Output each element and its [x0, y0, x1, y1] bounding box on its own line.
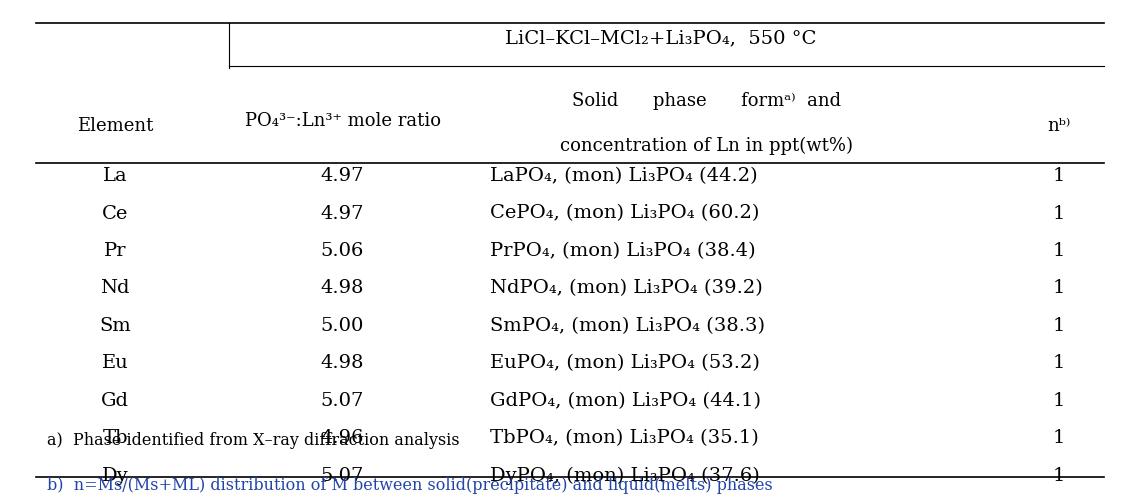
- Text: Gd: Gd: [101, 391, 129, 409]
- Text: DyPO₄, (mon) Li₃PO₄ (37.6): DyPO₄, (mon) Li₃PO₄ (37.6): [490, 465, 760, 484]
- Text: 1: 1: [1053, 241, 1065, 260]
- Text: 1: 1: [1053, 466, 1065, 483]
- Text: 5.07: 5.07: [320, 391, 365, 409]
- Text: 5.06: 5.06: [320, 241, 365, 260]
- Text: 4.98: 4.98: [320, 279, 365, 297]
- Text: nᵇ⁾: nᵇ⁾: [1048, 117, 1070, 135]
- Text: Eu: Eu: [101, 354, 129, 372]
- Text: Dy: Dy: [101, 466, 129, 483]
- Text: a)  Phase identified from X–ray diffraction analysis: a) Phase identified from X–ray diffracti…: [47, 431, 459, 448]
- Text: LiCl–KCl–MCl₂+Li₃PO₄,  550 °C: LiCl–KCl–MCl₂+Li₃PO₄, 550 °C: [505, 30, 816, 48]
- Text: LaPO₄, (mon) Li₃PO₄ (44.2): LaPO₄, (mon) Li₃PO₄ (44.2): [490, 167, 758, 185]
- Text: PrPO₄, (mon) Li₃PO₄ (38.4): PrPO₄, (mon) Li₃PO₄ (38.4): [490, 241, 756, 260]
- Text: 5.07: 5.07: [320, 466, 365, 483]
- Text: GdPO₄, (mon) Li₃PO₄ (44.1): GdPO₄, (mon) Li₃PO₄ (44.1): [490, 391, 762, 409]
- Text: Ce: Ce: [101, 204, 129, 222]
- Text: 1: 1: [1053, 316, 1065, 334]
- Text: CePO₄, (mon) Li₃PO₄ (60.2): CePO₄, (mon) Li₃PO₄ (60.2): [490, 204, 759, 222]
- Text: 1: 1: [1053, 354, 1065, 372]
- Text: Pr: Pr: [104, 241, 127, 260]
- Text: Tb: Tb: [103, 428, 128, 446]
- Text: Solid      phase      formᵃ⁾  and: Solid phase formᵃ⁾ and: [572, 92, 841, 110]
- Text: 4.98: 4.98: [320, 354, 365, 372]
- Text: b)  n=Ms/(Ms+ML) distribution of M between solid(precipitate) and liquid(melts) : b) n=Ms/(Ms+ML) distribution of M betwee…: [47, 476, 773, 493]
- Text: 1: 1: [1053, 279, 1065, 297]
- Text: 1: 1: [1053, 167, 1065, 185]
- Text: La: La: [103, 167, 128, 185]
- Text: 1: 1: [1053, 391, 1065, 409]
- Text: 5.00: 5.00: [320, 316, 365, 334]
- Text: 4.97: 4.97: [320, 204, 365, 222]
- Text: Nd: Nd: [100, 279, 130, 297]
- Text: concentration of Ln in ppt(wt%): concentration of Ln in ppt(wt%): [560, 137, 853, 155]
- Text: 4.96: 4.96: [320, 428, 365, 446]
- Text: NdPO₄, (mon) Li₃PO₄ (39.2): NdPO₄, (mon) Li₃PO₄ (39.2): [490, 279, 763, 297]
- Text: PO₄³⁻:Ln³⁺ mole ratio: PO₄³⁻:Ln³⁺ mole ratio: [245, 112, 440, 130]
- Text: TbPO₄, (mon) Li₃PO₄ (35.1): TbPO₄, (mon) Li₃PO₄ (35.1): [490, 428, 759, 446]
- Text: Element: Element: [76, 117, 153, 135]
- Text: SmPO₄, (mon) Li₃PO₄ (38.3): SmPO₄, (mon) Li₃PO₄ (38.3): [490, 316, 765, 334]
- Text: 1: 1: [1053, 204, 1065, 222]
- Text: Sm: Sm: [99, 316, 131, 334]
- Text: 1: 1: [1053, 428, 1065, 446]
- Text: 4.97: 4.97: [320, 167, 365, 185]
- Text: EuPO₄, (mon) Li₃PO₄ (53.2): EuPO₄, (mon) Li₃PO₄ (53.2): [490, 354, 760, 372]
